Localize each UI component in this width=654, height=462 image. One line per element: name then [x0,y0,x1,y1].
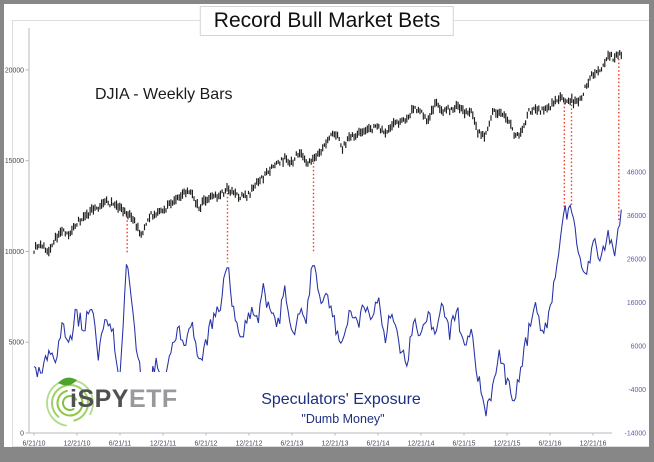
x-axis-tick-label: 6/21/12 [195,441,218,448]
djia-series-label: DJIA - Weekly Bars [95,86,233,103]
x-axis-tick-label: 6/21/11 [109,441,132,448]
exposure-series-label: Speculators' Exposure [261,391,421,408]
exposure-series-sublabel: "Dumb Money" [301,412,385,426]
left-axis-tick-label: 0 [20,430,24,437]
exposure-series [33,203,622,417]
right-axis-tick-label: 16000 [627,300,646,307]
left-axis-tick-label: 5000 [9,340,24,347]
x-axis-tick-label: 6/21/13 [281,441,304,448]
left-axis-tick-label: 15000 [5,158,24,165]
right-axis-tick-label: -14000 [625,430,647,437]
x-axis-tick-label: 12/21/14 [408,441,435,448]
x-axis-tick-label: 12/21/10 [64,441,91,448]
logo-text-primary: iSPY [70,385,129,413]
x-axis-tick-label: 6/21/15 [453,441,476,448]
ispyetf-logo: iSPYETF [46,372,184,430]
x-axis-tick-label: 6/21/14 [367,441,390,448]
axis-lines [28,28,612,434]
logo-text-secondary: ETF [128,385,178,413]
logo-swirl-icon [46,377,94,427]
x-axis-tick-label: 12/21/12 [236,441,263,448]
x-axis-tick-label: 6/21/16 [539,441,562,448]
x-axis-tick-label: 12/21/13 [322,441,349,448]
logo-leaf-icon [58,377,77,386]
chart-title: Record Bull Market Bets [199,6,455,36]
left-axis-tick-label: 20000 [5,67,24,74]
left-axis-tick-label: 10000 [5,249,24,256]
right-axis-tick-label: -4000 [628,387,646,394]
x-axis-tick-label: 6/21/10 [23,441,46,448]
djia-series [33,50,622,257]
right-axis-tick-label: 36000 [627,213,646,220]
logo-text: iSPYETF [70,385,178,414]
x-axis-tick-label: 12/21/15 [494,441,521,448]
chart-plot: 20000 15000 10000 5000 0 46000 36000 26000 16000… [5,28,647,448]
x-axis-tick-label: 12/21/11 [150,441,176,448]
chart-canvas: 20000 15000 10000 5000 0 46000 36000 26000 16000… [4,4,649,447]
x-axis-tick-label: 12/21/16 [580,441,607,448]
right-axis-tick-label: 46000 [627,169,646,176]
right-axis-tick-label: 6000 [631,343,646,350]
right-axis-tick-label: 26000 [627,256,646,263]
